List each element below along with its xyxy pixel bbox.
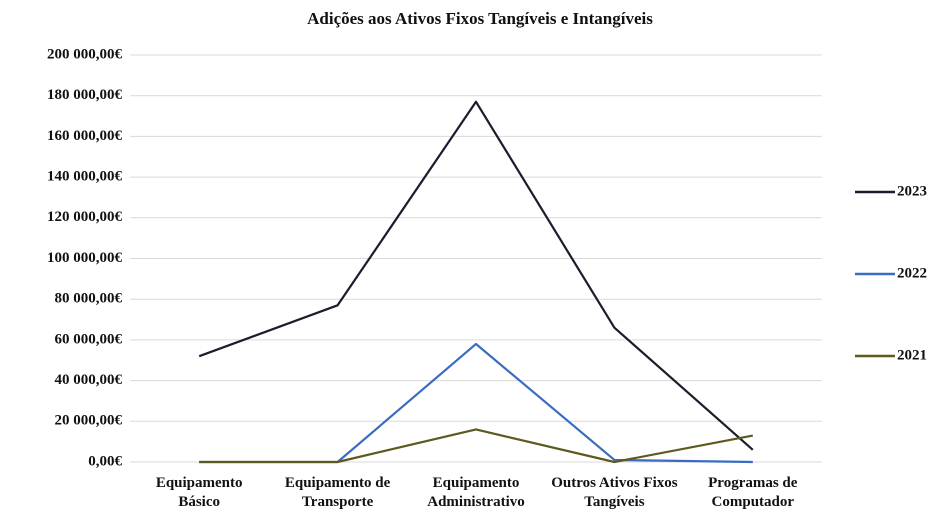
y-tick-label: 40 000,00€ <box>55 372 123 388</box>
legend-label: 2022 <box>897 265 927 281</box>
y-tick-label: 80 000,00€ <box>55 291 123 307</box>
chart-title: Adições aos Ativos Fixos Tangíveis e Int… <box>307 9 653 28</box>
series-line <box>199 342 753 464</box>
y-tick-label: 200 000,00€ <box>47 46 123 62</box>
y-tick-label: 180 000,00€ <box>47 87 123 103</box>
x-tick-label: Equipamento de Transporte <box>284 475 391 510</box>
x-tick-label: Programas de Computador <box>708 475 798 510</box>
y-tick-label: 160 000,00€ <box>47 128 123 144</box>
x-tick-label: Equipamento Administrativo <box>427 475 525 510</box>
y-tick-label: 100 000,00€ <box>47 250 123 266</box>
x-tick-label: Equipamento Básico <box>155 475 243 510</box>
y-tick-label: 0,00€ <box>88 453 122 469</box>
x-tick-label: Outros Ativos Fixos Tangíveis <box>551 475 678 510</box>
legend-label: 2021 <box>897 347 927 363</box>
y-tick-label: 60 000,00€ <box>55 331 123 347</box>
y-tick-label: 20 000,00€ <box>55 413 123 429</box>
series-line <box>198 100 754 451</box>
legend-label: 2023 <box>897 183 927 199</box>
series-line <box>199 428 754 464</box>
y-tick-label: 120 000,00€ <box>47 209 123 225</box>
y-tick-label: 140 000,00€ <box>47 169 123 185</box>
